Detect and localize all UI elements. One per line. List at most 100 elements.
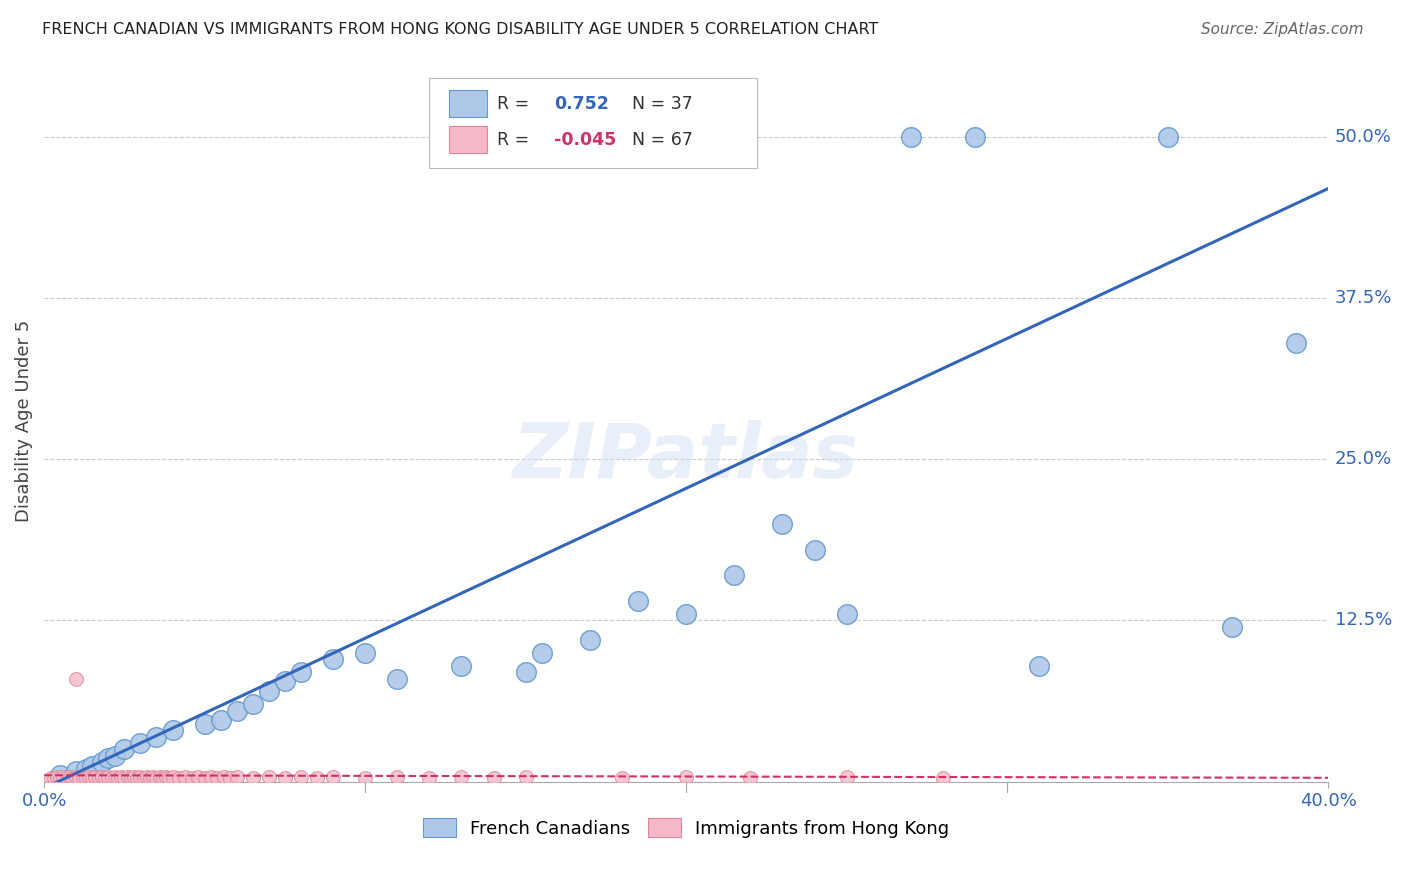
Point — [46, 770, 69, 784]
Text: R =: R = — [498, 95, 530, 112]
Point — [225, 704, 247, 718]
Point — [610, 771, 633, 785]
Point — [90, 756, 112, 770]
Point — [72, 770, 94, 784]
Point — [129, 770, 152, 784]
Point — [225, 770, 247, 784]
Point — [142, 770, 165, 784]
Point — [515, 665, 537, 679]
Text: 25.0%: 25.0% — [1334, 450, 1392, 468]
Text: ZIPatlas: ZIPatlas — [513, 420, 859, 494]
Text: N = 67: N = 67 — [633, 131, 693, 149]
Point — [65, 672, 87, 686]
Point — [180, 771, 202, 785]
Point — [740, 771, 762, 785]
Point — [104, 748, 127, 763]
Point — [219, 771, 242, 785]
Point — [87, 771, 110, 785]
Point — [257, 684, 280, 698]
Point — [354, 771, 377, 785]
Point — [132, 771, 155, 785]
Point — [627, 594, 650, 608]
Point — [122, 770, 145, 784]
Text: -0.045: -0.045 — [554, 131, 616, 149]
Point — [322, 770, 344, 784]
Point — [274, 771, 297, 785]
Point — [290, 665, 312, 679]
Point — [162, 723, 184, 737]
Point — [207, 771, 229, 785]
Point — [305, 771, 328, 785]
Point — [117, 770, 139, 784]
Point — [675, 607, 697, 621]
Point — [65, 764, 87, 779]
Point — [209, 713, 232, 727]
Text: 37.5%: 37.5% — [1334, 289, 1392, 307]
Point — [90, 770, 112, 784]
Point — [450, 658, 472, 673]
Text: 0.752: 0.752 — [554, 95, 609, 112]
Text: R =: R = — [498, 131, 530, 149]
Point — [127, 771, 149, 785]
Point — [100, 771, 122, 785]
Point — [1156, 130, 1178, 145]
Point — [97, 770, 120, 784]
Point — [322, 652, 344, 666]
Point — [145, 730, 167, 744]
Point — [65, 770, 87, 784]
Point — [482, 771, 505, 785]
Point — [257, 770, 280, 784]
Point — [242, 771, 264, 785]
Text: 12.5%: 12.5% — [1334, 612, 1392, 630]
Point — [42, 771, 65, 785]
Point — [167, 771, 190, 785]
Point — [82, 759, 104, 773]
Point — [515, 770, 537, 784]
Point — [803, 542, 825, 557]
Point — [354, 646, 377, 660]
Point — [82, 771, 104, 785]
Point — [112, 742, 135, 756]
Point — [129, 736, 152, 750]
FancyBboxPatch shape — [429, 78, 756, 168]
FancyBboxPatch shape — [449, 90, 486, 118]
Point — [212, 770, 235, 784]
Point — [187, 770, 209, 784]
Point — [49, 771, 72, 785]
Point — [75, 771, 97, 785]
Point — [49, 768, 72, 782]
Point — [450, 770, 472, 784]
Point — [1220, 620, 1243, 634]
Point — [194, 716, 217, 731]
Point — [174, 770, 197, 784]
Point — [84, 770, 107, 784]
Point — [387, 770, 409, 784]
Point — [55, 771, 77, 785]
Legend: French Canadians, Immigrants from Hong Kong: French Canadians, Immigrants from Hong K… — [416, 811, 956, 845]
Point — [963, 130, 986, 145]
Point — [194, 771, 217, 785]
Point — [723, 568, 745, 582]
Point — [772, 516, 794, 531]
Point — [59, 770, 82, 784]
Point — [157, 771, 180, 785]
Point — [290, 770, 312, 784]
Point — [149, 770, 172, 784]
Point — [77, 770, 100, 784]
Point — [418, 771, 440, 785]
Point — [39, 771, 62, 785]
Point — [1028, 658, 1050, 673]
Point — [145, 771, 167, 785]
Point — [67, 771, 90, 785]
Text: FRENCH CANADIAN VS IMMIGRANTS FROM HONG KONG DISABILITY AGE UNDER 5 CORRELATION : FRENCH CANADIAN VS IMMIGRANTS FROM HONG … — [42, 22, 879, 37]
Point — [932, 771, 955, 785]
Point — [62, 771, 84, 785]
Text: N = 37: N = 37 — [633, 95, 693, 112]
Point — [104, 770, 127, 784]
Point — [112, 771, 135, 785]
FancyBboxPatch shape — [449, 126, 486, 153]
Point — [107, 771, 129, 785]
Point — [835, 770, 858, 784]
Point — [162, 770, 184, 784]
Point — [900, 130, 922, 145]
